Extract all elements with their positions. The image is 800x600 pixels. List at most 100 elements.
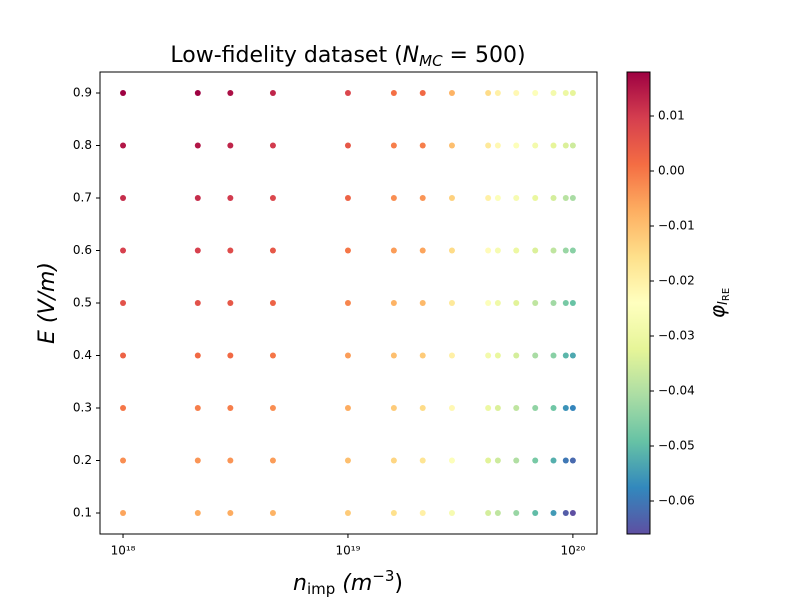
x-tick-label: 10¹⁹ (336, 544, 361, 558)
data-point (494, 247, 501, 254)
data-point (227, 247, 234, 254)
title-text: Low-fidelity dataset ( (170, 43, 402, 68)
data-point (532, 457, 539, 464)
data-point (494, 457, 501, 464)
data-point (485, 142, 492, 149)
data-point (194, 457, 201, 464)
colorbar-tick-label: 0.00 (658, 164, 685, 178)
x-label-superscript: −3 (372, 567, 394, 585)
data-point (194, 142, 201, 149)
data-point (569, 142, 576, 149)
data-point (419, 405, 426, 411)
data-point (562, 300, 569, 306)
data-point (562, 457, 569, 464)
data-point (513, 90, 520, 96)
y-tick-label: 0.5 (73, 296, 92, 310)
colorbar-tick-label: −0.01 (658, 219, 695, 233)
data-point (194, 195, 201, 201)
cb-label-subsubscript: RE (721, 288, 732, 301)
data-point (485, 195, 492, 201)
data-point (194, 90, 201, 96)
data-point (569, 247, 576, 254)
cb-label-symbol: φ (705, 305, 729, 318)
data-point (562, 195, 569, 201)
colorbar-tick-label: −0.06 (658, 494, 695, 508)
data-point (120, 90, 127, 96)
data-point (390, 90, 397, 96)
data-point (390, 142, 397, 149)
data-point (448, 457, 455, 464)
colorbar-tick-label: −0.02 (658, 274, 695, 288)
data-point (227, 195, 234, 201)
x-tick-label: 10²⁰ (560, 544, 585, 558)
data-point (532, 90, 539, 96)
data-point (419, 90, 426, 96)
data-point (569, 510, 576, 516)
data-point (550, 90, 557, 96)
data-point (120, 142, 127, 149)
data-point (120, 300, 127, 306)
y-tick-label: 0.3 (73, 401, 92, 415)
data-point (344, 352, 351, 359)
data-point (419, 510, 426, 516)
colorbar-tick-label: −0.05 (658, 439, 695, 453)
data-point (562, 405, 569, 411)
data-point (269, 90, 276, 96)
data-point (485, 90, 492, 96)
colorbar-tick-label: 0.01 (658, 109, 685, 123)
data-point (513, 247, 520, 254)
data-point (569, 405, 576, 411)
data-point (550, 457, 557, 464)
data-point (344, 405, 351, 411)
data-point (269, 405, 276, 411)
data-point (494, 405, 501, 411)
data-point (419, 195, 426, 201)
x-axis-label: nimp (m−3) (293, 567, 403, 598)
data-point (448, 405, 455, 411)
data-point (390, 405, 397, 411)
colorbar (626, 71, 651, 535)
title-symbol: N (403, 43, 419, 68)
data-point (550, 142, 557, 149)
data-point (513, 142, 520, 149)
data-point (194, 247, 201, 254)
data-point (227, 352, 234, 359)
y-tick-label: 0.6 (73, 243, 92, 257)
data-point (269, 195, 276, 201)
data-point (532, 405, 539, 411)
y-tick-label: 0.2 (73, 453, 92, 467)
data-point (227, 405, 234, 411)
data-point (120, 457, 127, 464)
data-point (390, 352, 397, 359)
data-point (550, 247, 557, 254)
data-point (550, 195, 557, 201)
data-point (448, 352, 455, 359)
data-point (562, 352, 569, 359)
data-point (344, 195, 351, 201)
data-point (513, 405, 520, 411)
data-point (532, 352, 539, 359)
data-point (448, 142, 455, 149)
data-point (227, 510, 234, 516)
data-point (569, 195, 576, 201)
data-point (120, 195, 127, 201)
data-point (390, 247, 397, 254)
data-point (550, 510, 557, 516)
data-point (550, 352, 557, 359)
data-point (194, 405, 201, 411)
data-point (344, 300, 351, 306)
data-point (485, 405, 492, 411)
data-point (419, 247, 426, 254)
data-point (120, 405, 127, 411)
data-point (532, 300, 539, 306)
data-point (194, 352, 201, 359)
data-point (448, 195, 455, 201)
data-point (485, 247, 492, 254)
data-point (562, 90, 569, 96)
data-point (269, 510, 276, 516)
data-point (513, 510, 520, 516)
data-point (344, 142, 351, 149)
data-point (569, 90, 576, 96)
y-tick-label: 0.1 (73, 506, 92, 520)
